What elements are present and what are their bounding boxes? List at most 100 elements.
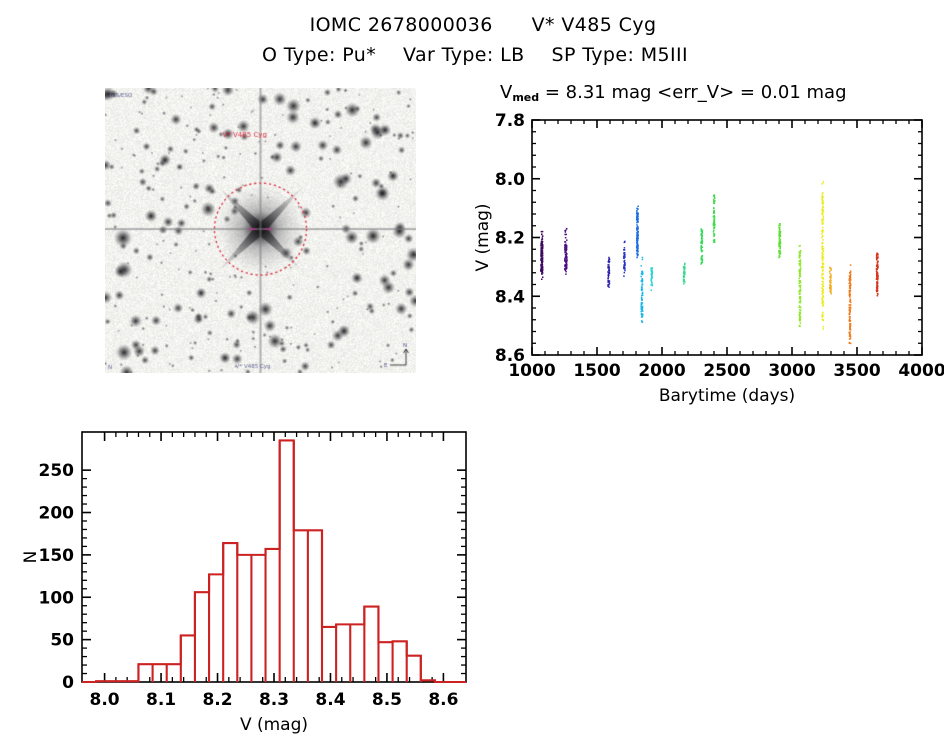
histogram-panel: 8.0 8.1 8.2 8.3 8.4 8.5 8.6 0 50 100 150 200 250 V (m… — [18, 420, 488, 747]
data-point — [641, 289, 644, 291]
data-point — [822, 206, 824, 208]
data-point — [701, 259, 704, 261]
data-point — [701, 241, 703, 243]
data-point — [799, 250, 801, 253]
data-point — [650, 269, 652, 271]
data-point — [876, 254, 878, 256]
data-point — [821, 222, 824, 224]
data-point — [635, 249, 638, 252]
data-point — [799, 322, 802, 325]
data-point — [829, 288, 831, 290]
data-point — [650, 276, 653, 278]
data-point — [608, 260, 611, 263]
data-point — [799, 297, 802, 299]
data-point — [636, 224, 638, 226]
data-point — [565, 270, 567, 273]
data-group — [828, 266, 832, 295]
data-point — [848, 306, 850, 309]
data-point — [822, 301, 825, 304]
data-point — [799, 306, 801, 308]
data-point — [849, 337, 852, 340]
data-point — [640, 303, 643, 305]
data-point — [607, 264, 609, 266]
data-point — [564, 236, 567, 239]
data-point — [830, 287, 832, 289]
data-point — [608, 256, 610, 259]
data-point — [799, 260, 801, 262]
data-point — [641, 287, 643, 289]
data-point — [564, 265, 566, 267]
x-tick-label: 4000 — [898, 361, 944, 381]
x-tick-label: 8.2 — [202, 690, 232, 710]
data-point — [821, 193, 824, 195]
data-point — [877, 253, 879, 256]
data-point — [636, 218, 638, 221]
data-point — [713, 216, 716, 219]
data-point — [608, 274, 610, 276]
var-type-label: Var Type: — [403, 44, 494, 66]
data-point — [713, 222, 715, 224]
data-point — [848, 342, 851, 344]
data-group — [875, 252, 879, 297]
data-point — [799, 289, 802, 292]
data-point — [876, 252, 878, 254]
x-tick-label: 3500 — [833, 361, 880, 381]
y-tick-label: 150 — [39, 546, 75, 566]
data-point — [541, 245, 544, 248]
data-point — [701, 246, 704, 248]
data-point — [682, 274, 685, 277]
data-point — [713, 209, 715, 212]
x-axis-title: Barytime (days) — [659, 386, 795, 405]
data-point — [849, 335, 851, 337]
data-point — [779, 245, 781, 247]
data-point — [636, 221, 638, 224]
data-point — [799, 275, 802, 278]
data-point — [712, 207, 715, 209]
data-point — [623, 247, 626, 249]
data-point — [636, 242, 638, 245]
data-point — [876, 294, 879, 297]
data-point — [608, 268, 610, 270]
data-point — [713, 196, 716, 198]
y-tick-label: 8.2 — [495, 229, 525, 249]
data-point — [876, 285, 879, 288]
data-point — [564, 246, 566, 249]
data-point — [822, 263, 825, 265]
data-point — [623, 259, 626, 262]
data-point — [650, 272, 653, 275]
data-point — [778, 229, 781, 232]
data-point — [541, 273, 543, 275]
data-point — [713, 223, 715, 225]
data-point — [779, 255, 781, 258]
data-point — [565, 251, 567, 254]
data-group — [650, 267, 654, 291]
data-point — [849, 311, 851, 314]
data-point — [821, 266, 823, 268]
data-point — [650, 284, 652, 286]
data-point — [799, 244, 801, 247]
data-point — [779, 234, 781, 236]
data-point — [636, 243, 639, 246]
data-point — [541, 230, 544, 233]
data-point — [712, 198, 715, 201]
data-point — [799, 270, 801, 273]
data-point — [713, 202, 716, 205]
data-point — [607, 279, 609, 281]
data-point — [821, 293, 823, 295]
data-point — [822, 200, 824, 203]
data-point — [848, 279, 851, 282]
data-point — [821, 297, 824, 300]
data-point — [799, 320, 801, 322]
data-point — [821, 304, 824, 307]
data-point — [565, 253, 568, 256]
data-point — [829, 278, 832, 280]
data-point — [714, 200, 716, 202]
data-point — [849, 271, 852, 273]
data-point — [541, 250, 544, 252]
data-point — [822, 300, 824, 302]
data-point — [821, 242, 823, 245]
data-group — [564, 227, 568, 275]
data-point — [564, 244, 567, 247]
data-point — [799, 315, 801, 318]
data-point — [829, 290, 831, 293]
